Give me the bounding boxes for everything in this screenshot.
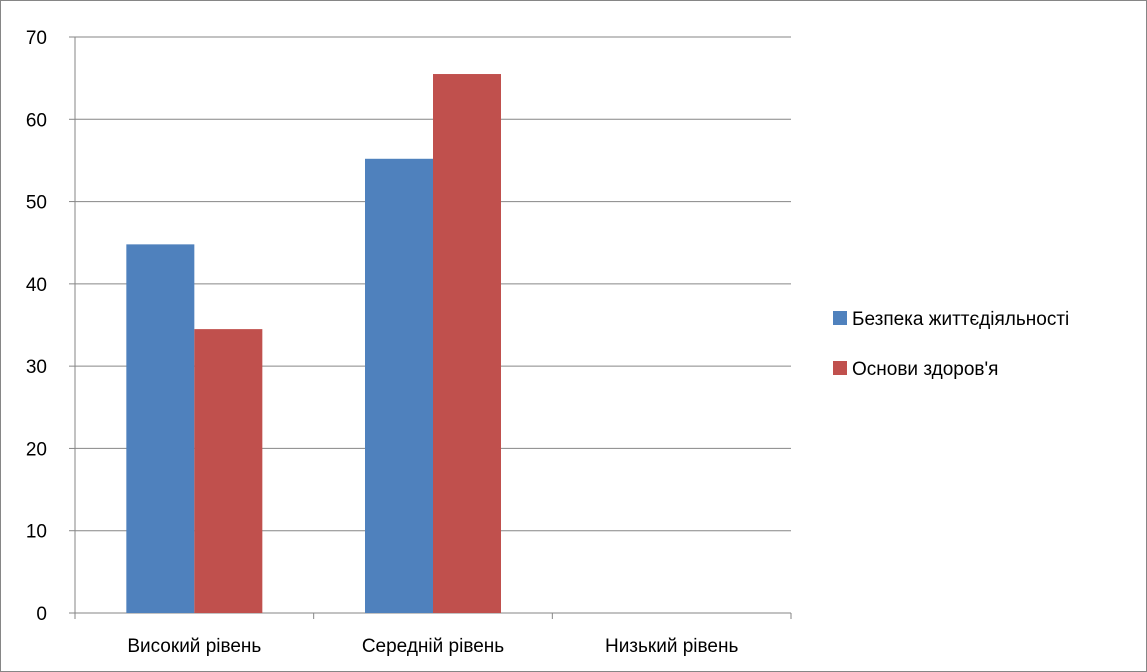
bars [126, 74, 501, 614]
legend: Безпека життєдіяльності Основи здоров'я [833, 309, 1069, 380]
x-tick-label: Високий рівень [127, 636, 261, 657]
legend-label: Безпека життєдіяльності [852, 309, 1069, 330]
bar [194, 329, 263, 613]
x-tick-label: Низький рівень [605, 636, 738, 657]
x-axis: Високий рівень Середній рівень Низький рів… [74, 612, 792, 657]
y-tick-label: 0 [36, 604, 47, 625]
y-tick-label: 50 [26, 193, 47, 214]
bar [433, 74, 501, 614]
y-tick-label: 30 [26, 357, 47, 378]
y-tick-label: 20 [26, 439, 47, 460]
legend-swatch [833, 311, 847, 325]
bar [365, 158, 433, 614]
y-axis: 0 10 20 30 40 50 60 70 [26, 28, 76, 625]
legend-swatch [833, 361, 847, 375]
legend-label: Основи здоров'я [852, 359, 998, 380]
bar [126, 244, 195, 614]
y-tick-label: 70 [26, 28, 47, 49]
y-tick-label: 10 [26, 522, 47, 543]
y-tick-label: 60 [26, 110, 47, 131]
y-tick-label: 40 [26, 275, 47, 296]
x-tick-label: Середній рівень [362, 636, 504, 657]
